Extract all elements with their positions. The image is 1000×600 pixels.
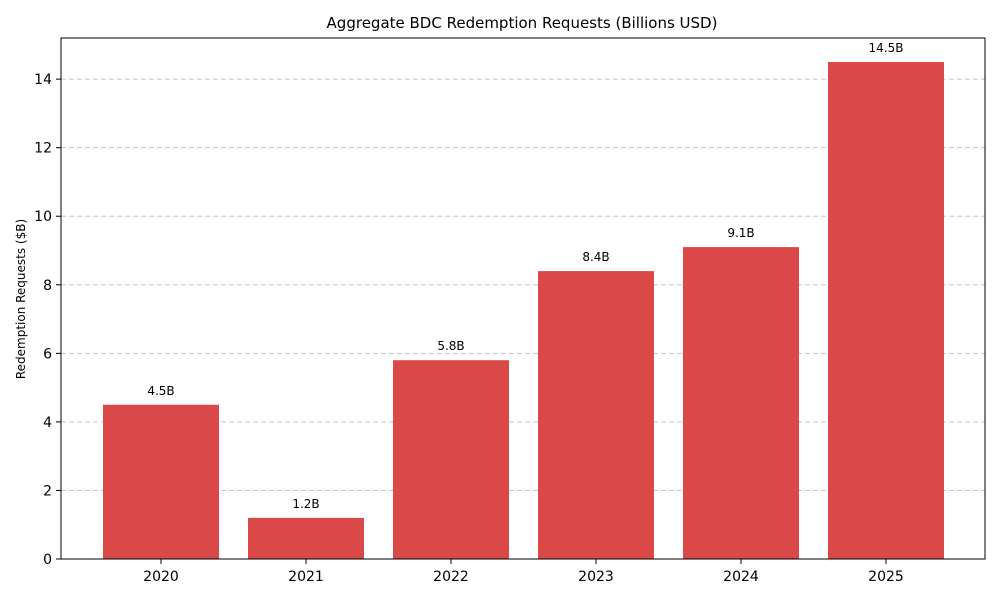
data-label: 4.5B — [147, 384, 174, 398]
y-tick-label: 8 — [43, 278, 52, 294]
y-axis-label: Redemption Requests ($B) — [14, 219, 28, 379]
plot-frame — [60, 37, 986, 560]
chart-title: Aggregate BDC Redemption Requests (Billi… — [327, 14, 718, 32]
x-tick-label: 2020 — [143, 569, 179, 585]
data-label: 5.8B — [437, 339, 464, 353]
bar-2023 — [538, 271, 654, 559]
bar-2022 — [393, 360, 509, 559]
data-label: 1.2B — [292, 497, 319, 511]
data-label: 9.1B — [727, 226, 754, 240]
data-label: 14.5B — [869, 41, 904, 55]
y-tick-label: 14 — [34, 72, 52, 88]
x-tick-label: 2025 — [868, 569, 904, 585]
y-tick-label: 12 — [34, 141, 52, 157]
bar-2020 — [103, 404, 219, 559]
data-label: 8.4B — [582, 250, 609, 264]
y-tick-label: 2 — [43, 483, 52, 499]
x-tick-label: 2024 — [723, 569, 759, 585]
bar-2024 — [683, 247, 799, 560]
bar-2021 — [248, 517, 364, 559]
x-tick-label: 2022 — [433, 569, 469, 585]
y-tick-label: 10 — [34, 209, 52, 225]
y-tick-label: 0 — [43, 552, 52, 568]
x-tick-label: 2021 — [288, 569, 324, 585]
x-tick-label: 2023 — [578, 569, 614, 585]
bars: 4.5B 1.2B 5.8B 8.4B 9.1B 14.5B — [103, 41, 944, 560]
y-tick-label: 6 — [43, 346, 52, 362]
y-tick-label: 4 — [43, 415, 52, 431]
axis-ticks: 0 2 4 6 8 10 12 14 2020 2021 2022 2023 2024 2025 — [34, 72, 904, 585]
bar-2025 — [828, 61, 944, 560]
